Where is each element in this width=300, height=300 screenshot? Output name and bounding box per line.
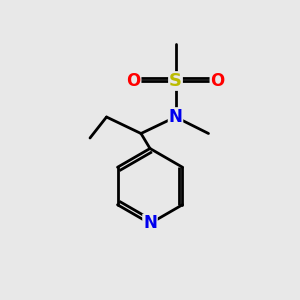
Text: O: O bbox=[126, 72, 141, 90]
Text: O: O bbox=[210, 72, 225, 90]
Text: N: N bbox=[169, 108, 182, 126]
Text: N: N bbox=[143, 214, 157, 232]
Text: S: S bbox=[169, 72, 182, 90]
